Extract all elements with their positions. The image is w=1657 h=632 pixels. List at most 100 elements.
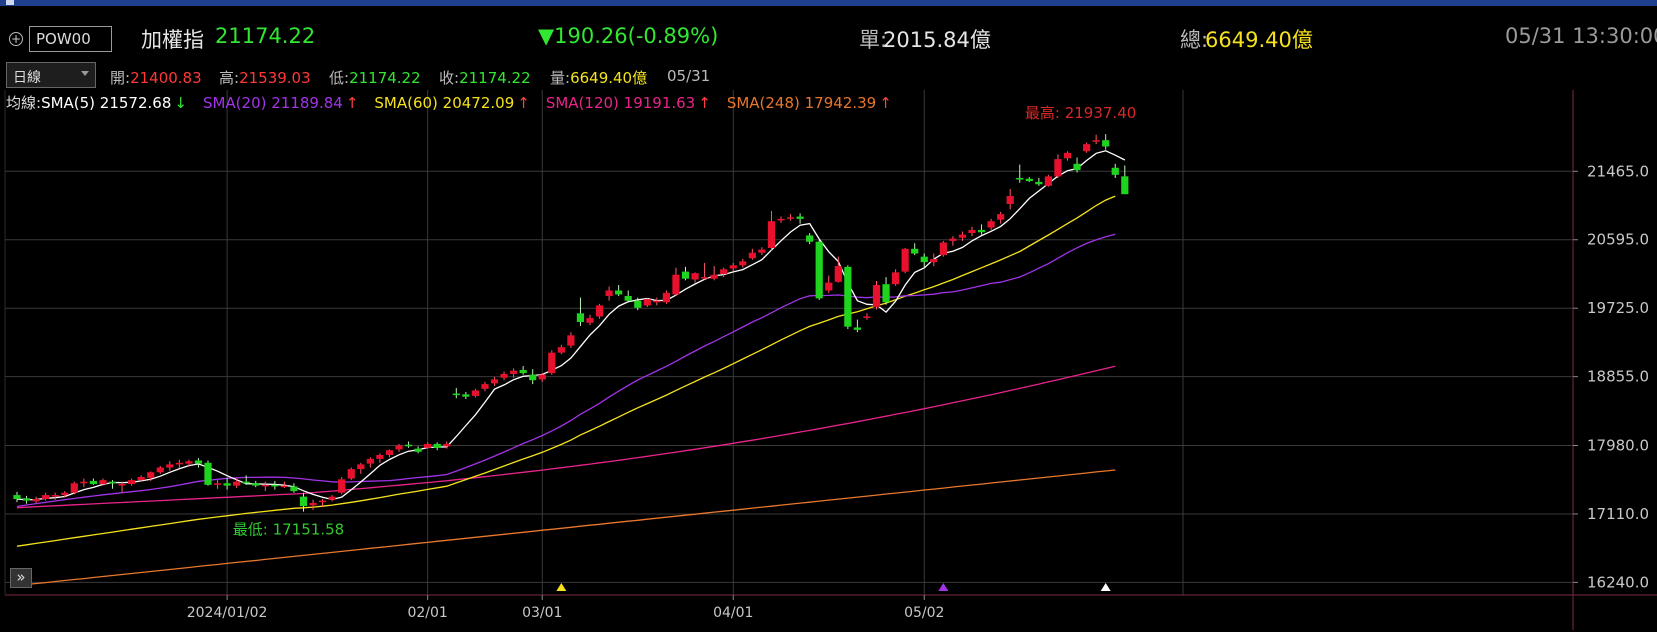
window-icon <box>6 0 14 5</box>
candle-body <box>1025 178 1033 182</box>
index-name: 加權指 <box>141 28 204 52</box>
candle-body <box>299 496 308 507</box>
candle-body <box>1006 196 1014 204</box>
event-marker-triangle <box>938 583 949 591</box>
high-field: 高:21539.03 <box>219 67 311 88</box>
candle-body <box>939 242 947 256</box>
candle-body <box>500 373 508 378</box>
open-field: 開:21400.83 <box>110 67 202 88</box>
candle-body <box>882 284 890 303</box>
period-select-value: 日線 <box>13 70 41 86</box>
candle-body <box>1035 181 1043 185</box>
candle-body <box>366 458 374 464</box>
candle-body <box>13 495 21 500</box>
candle-body <box>538 374 546 380</box>
y-tick-label: 21465.0 <box>1587 162 1649 180</box>
candle-body <box>242 481 250 484</box>
candle-body <box>701 277 709 279</box>
chevron-down-icon <box>81 71 89 76</box>
x-tick-label: 04/01 <box>713 605 753 621</box>
candle-body <box>271 484 279 487</box>
candle-body <box>137 476 145 481</box>
candle-body <box>233 481 241 486</box>
unit-volume-value: 2015.84億 <box>883 28 991 52</box>
candle-body <box>529 374 537 381</box>
candle-body <box>653 300 661 303</box>
sma120-line <box>16 365 1116 509</box>
open-value: 21400.83 <box>130 69 202 87</box>
total-volume-label: 總: <box>1180 28 1209 52</box>
candle-body <box>710 274 718 279</box>
candle-body <box>108 481 117 484</box>
candlestick-chart[interactable]: 21465.0 20595.0 19725.0 18855.0 17980.0 17110… <box>0 90 1657 632</box>
arrow-up-icon: ↑ <box>345 94 359 112</box>
bar-date: 05/31 <box>667 67 711 85</box>
candle-body <box>844 266 852 327</box>
candle-body <box>1092 140 1100 142</box>
period-select[interactable]: 日線 <box>6 62 96 88</box>
candle-body <box>510 370 518 374</box>
candle-body <box>1054 159 1062 177</box>
candle-body <box>471 390 479 396</box>
sma60-line <box>16 195 1116 547</box>
candle-body <box>739 261 747 266</box>
candle-body <box>605 290 613 297</box>
x-tick-label: 05/02 <box>904 605 944 621</box>
candle-body <box>280 485 288 488</box>
candle-body <box>42 495 50 500</box>
candle-body <box>252 483 260 486</box>
add-icon[interactable]: + <box>9 32 23 46</box>
expand-panel-button[interactable]: » <box>10 568 32 588</box>
quote-header: + POW00 加權指 21174.22 ▼190.26(-0.89%) 單: … <box>0 8 1657 56</box>
arrow-up-icon: ↑ <box>879 94 892 112</box>
sma248-line <box>16 469 1116 587</box>
symbol-code-input[interactable]: POW00 <box>29 26 112 52</box>
candle-body <box>892 272 900 285</box>
index-price: 21174.22 <box>215 24 316 48</box>
candle-body <box>634 300 642 308</box>
ma-legend-value: SMA(248) 17942.39 <box>726 94 877 112</box>
ma-legend-item: SMA(120) 19191.63 ↑ <box>546 94 719 112</box>
candle-body <box>433 443 441 448</box>
low-field: 低:21174.22 <box>329 67 421 88</box>
candle-body <box>548 352 556 374</box>
open-label: 開: <box>110 69 131 87</box>
candle-body <box>977 229 986 233</box>
candle-body <box>576 313 585 322</box>
candle-body <box>662 292 670 303</box>
close-label: 收: <box>439 69 460 87</box>
candle-body <box>1121 176 1129 195</box>
candle-body <box>22 498 31 501</box>
high-annotation: 最高: 21937.40 <box>1025 104 1136 122</box>
candle-body <box>949 238 957 241</box>
candle-body <box>290 486 298 492</box>
x-tick-label: 03/01 <box>522 605 562 621</box>
candle-body <box>815 241 823 299</box>
candle-body <box>557 347 565 353</box>
candle-body <box>99 480 107 485</box>
candle-body <box>643 299 651 306</box>
candle-body <box>166 464 174 468</box>
ma-legend-item: SMA(248) 17942.39 ↑ <box>727 94 900 112</box>
candle-body <box>586 318 594 323</box>
candle-body <box>691 273 699 280</box>
candle-body <box>786 217 795 219</box>
candle-body <box>80 481 88 484</box>
low-annotation: 最低: 17151.58 <box>233 521 344 539</box>
event-marker-triangle <box>1100 583 1111 591</box>
candle-body <box>319 500 327 503</box>
ma-legend-item: SMA(20) 21189.84 ↑ <box>203 94 366 112</box>
candle-body <box>462 394 470 397</box>
candle-body <box>863 316 871 318</box>
candle-body <box>729 265 737 269</box>
ma-legend-item: SMA(60) 20472.09 ↑ <box>374 94 537 112</box>
candle-body <box>834 266 842 282</box>
volume-panel-header <box>0 626 700 632</box>
unit-volume-label: 單: <box>859 28 888 52</box>
candle-body <box>490 379 499 384</box>
arrow-up-icon: ↑ <box>517 94 530 112</box>
y-tick-label: 20595.0 <box>1587 231 1649 249</box>
sma5-line <box>16 150 1126 501</box>
y-tick-label: 16240.0 <box>1587 573 1649 591</box>
candle-body <box>911 248 919 254</box>
